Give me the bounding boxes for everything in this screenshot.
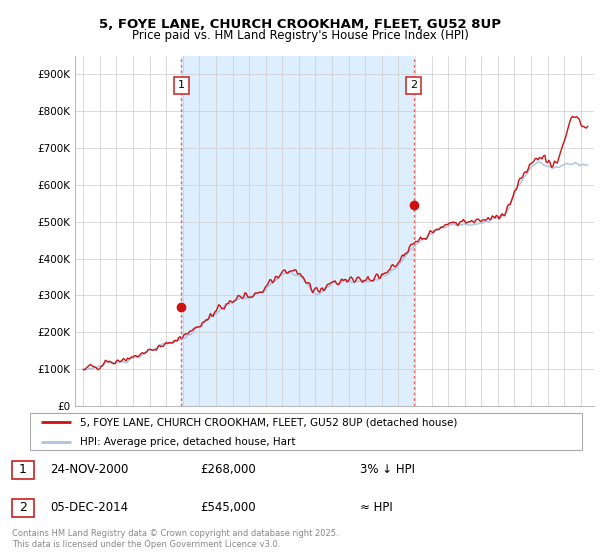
Text: 24-NOV-2000: 24-NOV-2000 — [50, 463, 128, 476]
Text: 1: 1 — [178, 81, 185, 91]
Text: 2: 2 — [19, 501, 27, 514]
Text: 3% ↓ HPI: 3% ↓ HPI — [360, 463, 415, 476]
Text: 2: 2 — [410, 81, 418, 91]
Text: £545,000: £545,000 — [200, 501, 256, 514]
Text: 05-DEC-2014: 05-DEC-2014 — [50, 501, 128, 514]
Text: 5, FOYE LANE, CHURCH CROOKHAM, FLEET, GU52 8UP: 5, FOYE LANE, CHURCH CROOKHAM, FLEET, GU… — [99, 18, 501, 31]
Text: Contains HM Land Registry data © Crown copyright and database right 2025.
This d: Contains HM Land Registry data © Crown c… — [12, 529, 338, 549]
Text: Price paid vs. HM Land Registry's House Price Index (HPI): Price paid vs. HM Land Registry's House … — [131, 29, 469, 42]
Text: £268,000: £268,000 — [200, 463, 256, 476]
FancyBboxPatch shape — [12, 460, 34, 479]
Text: 1: 1 — [19, 463, 27, 476]
Bar — [181, 56, 414, 406]
FancyBboxPatch shape — [30, 413, 582, 450]
Text: 5, FOYE LANE, CHURCH CROOKHAM, FLEET, GU52 8UP (detached house): 5, FOYE LANE, CHURCH CROOKHAM, FLEET, GU… — [80, 417, 457, 427]
Text: HPI: Average price, detached house, Hart: HPI: Average price, detached house, Hart — [80, 437, 295, 447]
Text: ≈ HPI: ≈ HPI — [360, 501, 393, 514]
FancyBboxPatch shape — [12, 498, 34, 516]
